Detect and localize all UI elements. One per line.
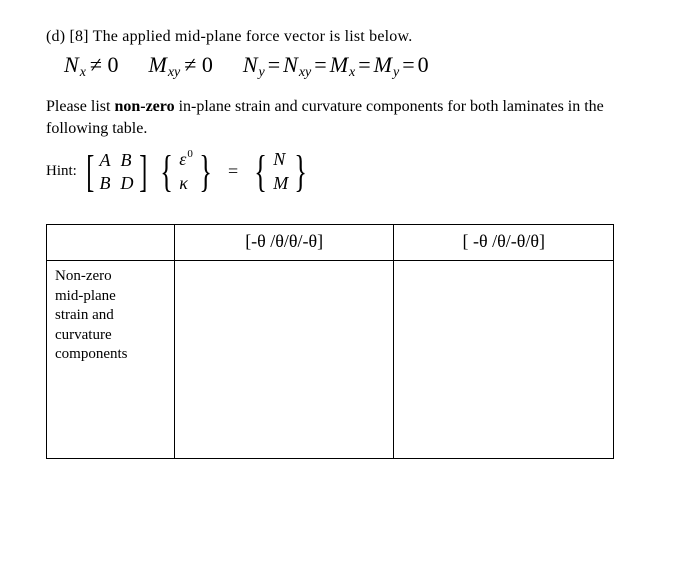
equals-sign: = [222,161,244,182]
mxy-term: Mxy ≠ 0 [148,52,216,78]
left-brace-icon: { [254,152,267,192]
table-header-col2: [ -θ /θ/-θ/θ] [394,225,614,261]
right-brace-icon: } [295,152,308,192]
right-brace-icon: } [199,152,212,192]
nx-term: Nx ≠ 0 [64,52,122,78]
hint-equation: Hint: [ AB BD ] { ε0 κ } = { N M } [46,149,646,194]
table-cell-col1 [174,261,394,459]
instruction-text: Please list non-zero in-plane strain and… [46,96,646,139]
table-header-blank [47,225,175,261]
table-row-label: Non-zero mid-plane strain and curvature … [47,261,175,459]
zero-chain: Ny = Nxy = Mx = My = 0 [243,52,429,78]
answer-table: [-θ /θ/θ/-θ] [ -θ /θ/-θ/θ] Non-zero mid-… [46,224,614,459]
hint-label: Hint: [46,163,77,180]
table-cell-col2 [394,261,614,459]
problem-heading: (d) [8] The applied mid-plane force vect… [46,28,646,46]
force-vector-line: Nx ≠ 0 Mxy ≠ 0 Ny = Nxy = Mx = My = 0 [46,52,646,78]
right-bracket-icon: ] [139,152,147,192]
left-brace-icon: { [160,152,173,192]
left-bracket-icon: [ [86,152,94,192]
table-header-col1: [-θ /θ/θ/-θ] [174,225,394,261]
